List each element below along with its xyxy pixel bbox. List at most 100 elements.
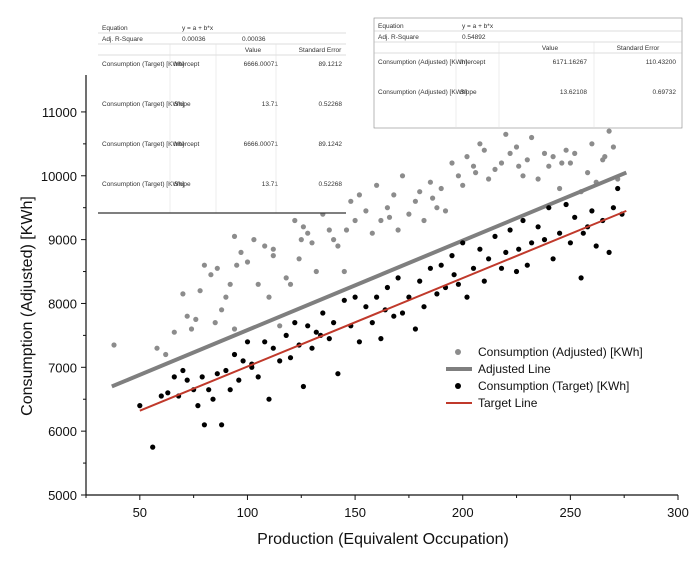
data-point-series-2: [438, 262, 444, 268]
data-point-series-2: [593, 243, 599, 249]
legend-label-0: Consumption (Adjusted) [KWh]: [478, 345, 643, 359]
y-tick-label: 6000: [48, 424, 77, 439]
table-cell: Consumption (Target) [KWh]: [102, 61, 184, 68]
plot-area: [111, 122, 628, 450]
data-point-series-2: [184, 377, 190, 383]
data-point-series-0: [234, 262, 240, 268]
data-point-series-0: [477, 141, 483, 147]
y-tick-label: 10000: [41, 169, 77, 184]
data-point-series-2: [434, 291, 440, 297]
table-header-cell: Adj. R-Square: [378, 34, 419, 41]
data-point-series-0: [399, 173, 406, 179]
data-point-series-0: [277, 323, 283, 329]
data-point-series-2: [406, 294, 412, 300]
data-point-series-2: [320, 310, 326, 316]
data-point-series-0: [238, 249, 244, 255]
data-point-series-2: [535, 224, 541, 230]
data-point-series-2: [572, 214, 578, 220]
data-point-series-2: [255, 374, 261, 380]
data-point-series-0: [486, 176, 492, 182]
table-cell: 89.1242: [319, 141, 343, 148]
table-cell: Intercept: [174, 61, 199, 68]
data-point-series-2: [363, 304, 369, 310]
regression-table-right: Equation y = a + b*x Adj. R-Square 0.54892 V…: [373, 17, 683, 129]
table-cell: Slope: [174, 101, 191, 108]
data-point-series-0: [266, 294, 272, 300]
data-point-series-0: [227, 281, 233, 287]
data-point-series-0: [180, 291, 186, 297]
data-point-series-0: [606, 128, 612, 134]
data-point-series-0: [270, 246, 276, 252]
data-point-series-2: [470, 265, 477, 271]
data-point-series-2: [219, 422, 225, 428]
data-point-series-2: [417, 278, 423, 284]
data-point-series-2: [541, 237, 548, 243]
data-point-series-2: [391, 313, 397, 319]
data-point-series-2: [606, 249, 612, 255]
data-point-series-0: [262, 243, 268, 249]
table-cell: 13.62108: [560, 89, 587, 96]
data-point-series-0: [529, 134, 535, 141]
data-point-series-2: [352, 294, 358, 300]
data-point-series-0: [296, 256, 302, 262]
data-point-series-0: [438, 185, 444, 192]
table-cell: Consumption (Target) [KWh]: [102, 101, 184, 108]
data-point-series-0: [184, 313, 190, 319]
data-point-series-2: [309, 345, 315, 351]
data-point-series-2: [378, 336, 384, 342]
data-point-series-2: [223, 367, 229, 374]
data-point-series-2: [550, 256, 556, 262]
data-point-series-0: [352, 217, 358, 224]
table-cell: 0.69732: [653, 89, 677, 96]
data-point-series-0: [374, 182, 380, 188]
data-point-series-0: [335, 243, 341, 249]
data-point-series-2: [503, 249, 509, 255]
table-background: [373, 17, 683, 129]
data-point-series-2: [610, 205, 617, 211]
legend-label-3: Target Line: [478, 396, 538, 410]
data-point-series-2: [546, 205, 552, 211]
data-point-series-2: [520, 217, 526, 224]
data-point-series-0: [287, 281, 294, 287]
data-point-series-0: [535, 176, 541, 182]
data-point-series-0: [356, 192, 362, 198]
data-point-series-2: [206, 387, 212, 393]
axes: 50 100 150 200 250 300 5000 6000 7000 8000 9000 100…: [41, 75, 689, 520]
table-header-cell: 0.00036: [182, 36, 206, 43]
data-point-series-2: [455, 281, 461, 287]
data-point-series-0: [391, 192, 397, 198]
y-tick-label: 7000: [48, 360, 77, 375]
data-point-series-0: [326, 227, 332, 233]
data-point-series-2: [165, 390, 171, 396]
table-cell: Slope: [460, 89, 477, 96]
data-point-series-0: [602, 154, 608, 160]
data-point-series-0: [434, 205, 440, 211]
data-point-series-0: [557, 185, 563, 192]
data-point-series-0: [208, 272, 214, 278]
data-point-series-2: [477, 246, 483, 252]
data-point-series-2: [292, 320, 298, 326]
data-point-series-0: [300, 224, 306, 230]
data-point-series-0: [244, 259, 251, 265]
data-point-series-0: [559, 160, 565, 166]
x-tick-label: 100: [237, 505, 259, 520]
data-point-series-0: [154, 345, 160, 351]
data-point-series-0: [430, 195, 436, 201]
data-point-series-2: [199, 374, 205, 380]
data-point-series-2: [326, 336, 332, 342]
x-axis-label: Production (Equivalent Occupation): [257, 531, 509, 548]
data-point-series-0: [442, 208, 449, 214]
data-point-series-0: [384, 205, 390, 211]
data-point-series-0: [348, 198, 354, 204]
x-tick-label: 200: [452, 505, 474, 520]
data-point-series-0: [343, 227, 350, 233]
y-tick-label: 11000: [42, 105, 77, 120]
data-point-series-0: [427, 179, 433, 185]
table-background: [98, 20, 346, 213]
data-point-series-2: [227, 387, 233, 393]
data-point-series-0: [572, 150, 578, 156]
data-point-series-0: [412, 198, 418, 204]
data-point-series-0: [283, 275, 289, 281]
data-point-series-2: [615, 185, 621, 192]
